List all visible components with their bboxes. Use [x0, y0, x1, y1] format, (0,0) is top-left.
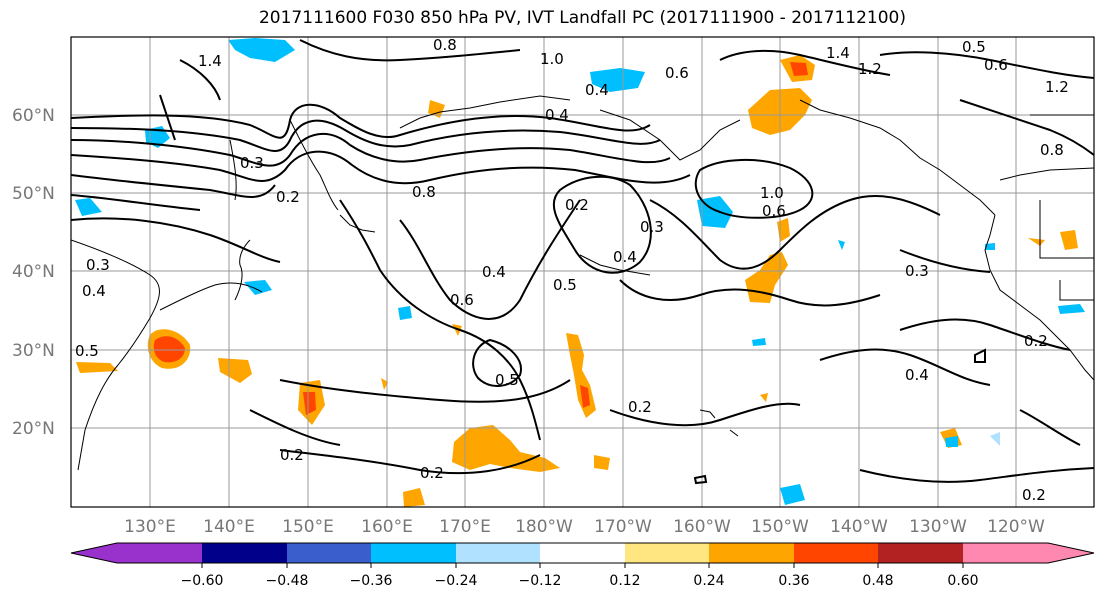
- lon-label: 180°W: [515, 517, 573, 537]
- colorbar-tick-label: 0.60: [947, 573, 978, 589]
- contour-label: 0.4: [82, 282, 106, 300]
- colorbar-swatch: [456, 543, 540, 563]
- graticule: [71, 37, 1094, 507]
- lon-label: 160°W: [673, 517, 731, 537]
- coastlines: [71, 95, 1094, 471]
- map-background: [71, 37, 1094, 507]
- contour-label: 0.4: [585, 81, 609, 99]
- contour-label: 1.4: [826, 44, 850, 62]
- contour-label: 0.6: [762, 202, 786, 220]
- lon-label: 170°W: [594, 517, 652, 537]
- contour-label: 0.4: [905, 366, 929, 384]
- contour-label: 0.6: [984, 56, 1008, 74]
- contour-label: 1.2: [858, 60, 882, 78]
- lon-label: 160°E: [361, 517, 413, 537]
- contour-label: 0.8: [1040, 141, 1064, 159]
- latitude-axis: 60°N 50°N 40°N 30°N 20°N: [12, 106, 55, 439]
- contour-label: 0.6: [665, 64, 689, 82]
- map-title: 2017111600 F030 850 hPa PV, IVT Landfall…: [258, 8, 906, 28]
- colorbar-extend-high: [963, 543, 1094, 563]
- lat-label: 30°N: [12, 341, 55, 361]
- contour-label: 0.5: [75, 342, 99, 360]
- lat-label: 50°N: [12, 184, 55, 204]
- contour-label: 0.3: [905, 262, 929, 280]
- colorbar-tick-label: −0.36: [350, 573, 393, 589]
- lat-label: 40°N: [12, 262, 55, 282]
- colorbar-swatch: [202, 543, 287, 563]
- colorbar-swatch: [878, 543, 963, 563]
- contour-label: 0.4: [482, 263, 506, 281]
- contour-label: 0.5: [962, 38, 986, 56]
- pv-contours: [71, 39, 1094, 485]
- colorbar-extend-low: [71, 543, 202, 563]
- lon-label: 140°E: [203, 517, 255, 537]
- colorbar-tick-label: 0.12: [609, 573, 640, 589]
- contour-label: 0.4: [613, 248, 637, 266]
- colorbar-swatch: [287, 543, 371, 563]
- lon-label: 150°W: [751, 517, 809, 537]
- colorbar-tick-label: 0.24: [693, 573, 724, 589]
- contour-label: 0.4: [545, 106, 569, 124]
- colorbar-swatch: [371, 543, 456, 563]
- colorbar-tick-label: −0.24: [435, 573, 478, 589]
- contour-label: 0.2: [276, 188, 300, 206]
- contour-label-group: 1.4 0.8 1.0 0.6 1.4 1.2 0.5 0.6 1.2 0.4 …: [75, 36, 1069, 504]
- colorbar-tick-label: −0.12: [519, 573, 562, 589]
- lon-label: 170°E: [439, 517, 491, 537]
- lon-label: 120°W: [987, 517, 1045, 537]
- contour-label: 1.0: [760, 184, 784, 202]
- contour-label: 0.3: [640, 218, 664, 236]
- lon-label: 130°W: [909, 517, 967, 537]
- lon-label: 130°E: [124, 517, 176, 537]
- contour-label: 0.2: [1024, 332, 1048, 350]
- contour-label: 0.2: [280, 446, 304, 464]
- colorbar-tick-label: 0.48: [862, 573, 893, 589]
- contour-label: 0.8: [433, 36, 457, 54]
- lon-label: 140°W: [830, 517, 888, 537]
- contour-label: 0.8: [412, 183, 436, 201]
- contour-label: 1.4: [198, 52, 222, 70]
- colorbar-swatch: [540, 543, 625, 563]
- colorbar-tick-label: −0.60: [181, 573, 224, 589]
- contour-label: 0.6: [450, 291, 474, 309]
- contour-label: 0.2: [565, 196, 589, 214]
- map-frame: [70, 36, 1095, 508]
- lat-label: 20°N: [12, 419, 55, 439]
- lon-label: 150°E: [282, 517, 334, 537]
- colorbar-swatch: [709, 543, 794, 563]
- contour-label: 1.0: [540, 50, 564, 68]
- contour-label: 0.5: [553, 276, 577, 294]
- colorbar-swatch: [794, 543, 878, 563]
- contour-label: 0.3: [86, 256, 110, 274]
- colorbar-swatch: [625, 543, 709, 563]
- contour-label: 0.5: [495, 371, 519, 389]
- longitude-axis: 130°E 140°E 150°E 160°E 170°E 180°W 170°…: [124, 517, 1045, 537]
- contour-label: 0.3: [240, 154, 264, 172]
- contour-label: 0.2: [1022, 486, 1046, 504]
- lat-label: 60°N: [12, 106, 55, 126]
- contour-label: 1.2: [1045, 78, 1069, 96]
- contour-label: 0.2: [420, 464, 444, 482]
- colorbar-tick-label: −0.48: [266, 573, 309, 589]
- contour-label: 0.2: [628, 398, 652, 416]
- colorbar-tick-label: 0.36: [778, 573, 809, 589]
- colorbar: −0.60 −0.48 −0.36 −0.24 −0.12 0.12 0.24 …: [70, 542, 1095, 589]
